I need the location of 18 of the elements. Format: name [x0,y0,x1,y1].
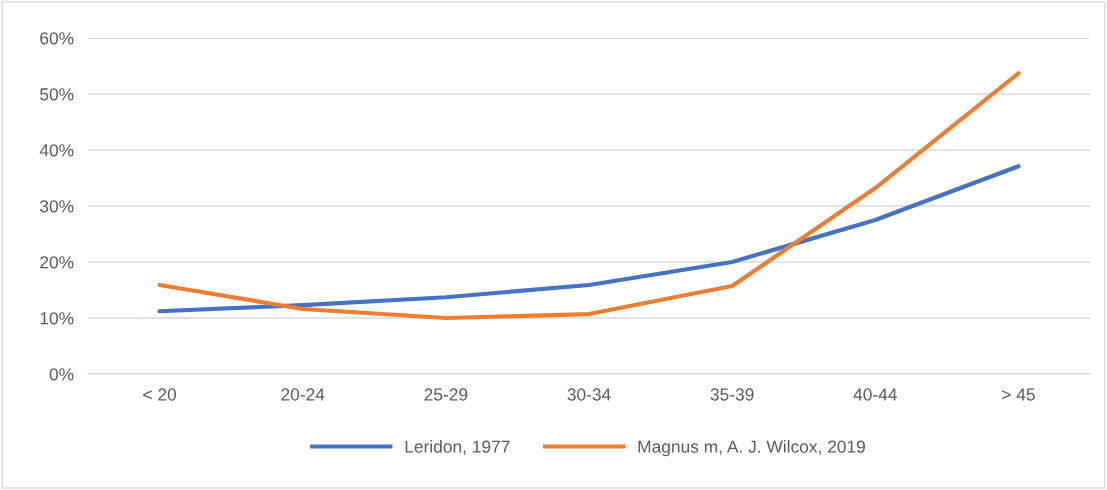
y-tick-label: 30% [40,200,74,213]
y-tick-label: 60% [40,32,74,45]
x-tick-label: 20-24 [281,388,325,401]
x-tick-label: < 20 [143,388,177,401]
x-tick-label: 25-29 [424,388,468,401]
line-series [157,71,1021,321]
x-tick-label: 35-39 [710,388,754,401]
y-tick-label: 0% [49,368,74,381]
legend-label: Magnus m, A. J. Wilcox, 2019 [638,440,865,457]
legend-label: Leridon, 1977 [405,440,510,455]
y-tick-label: 40% [39,144,74,157]
x-tick-label: > 45 [1002,388,1035,401]
x-tick-label: 40-44 [853,388,897,401]
y-tick-label: 20% [40,256,74,269]
y-tick-label: 50% [40,88,74,101]
y-tick-label: 10% [40,312,74,325]
x-tick-label: 30-34 [567,388,611,401]
line-series [157,164,1021,314]
